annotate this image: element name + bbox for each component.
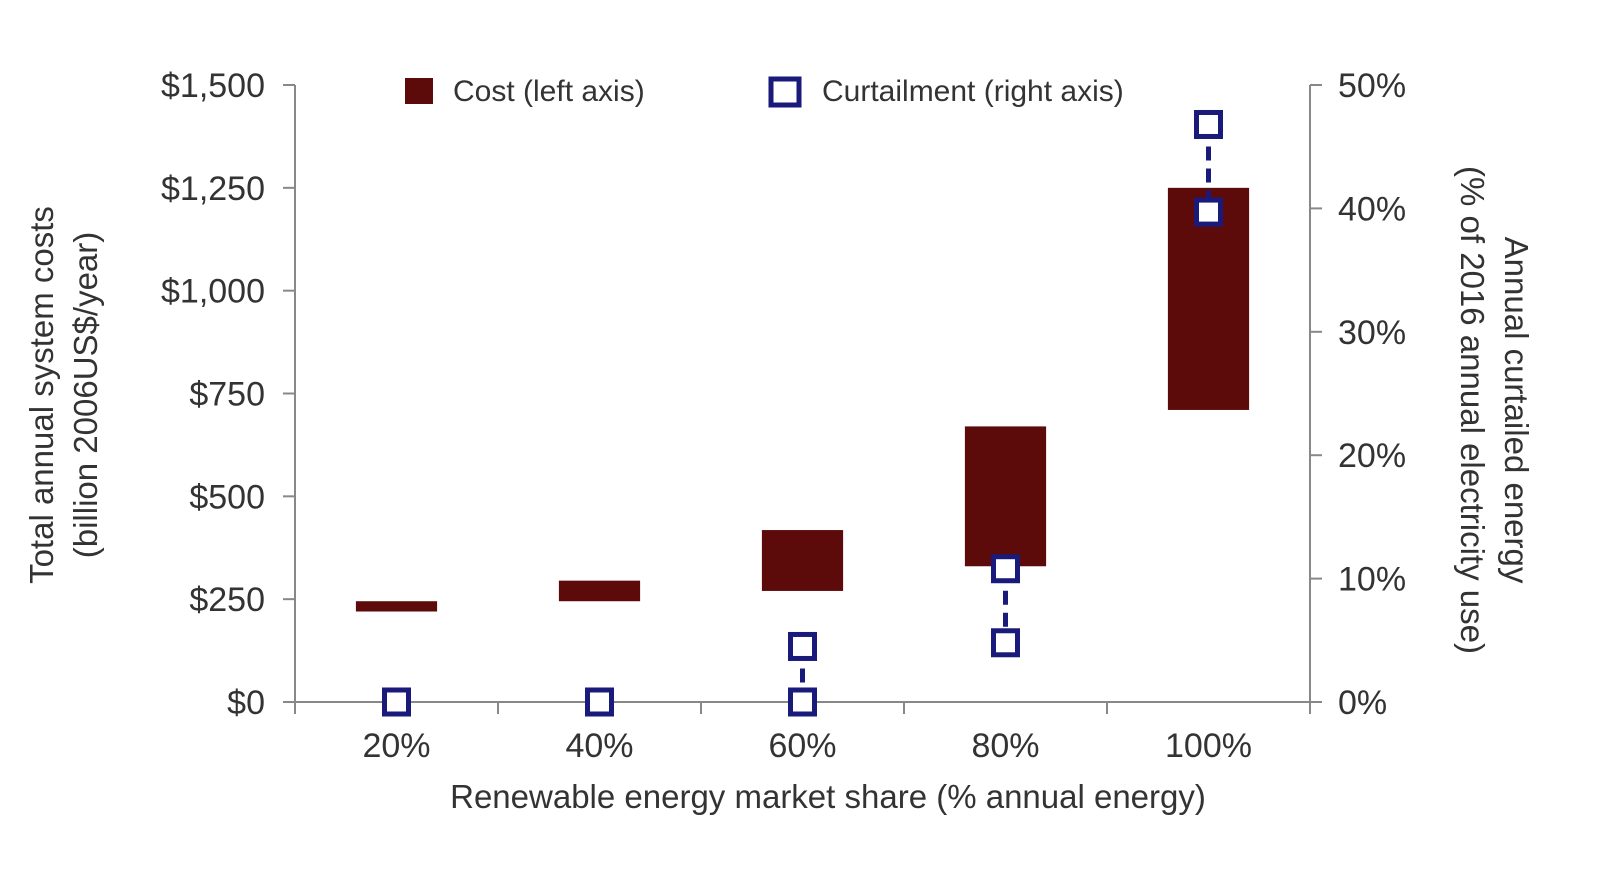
left-axis-title-line1: Total annual system costs <box>23 206 60 584</box>
curtailment-marker-low <box>1194 197 1223 227</box>
left-tick-label: $1,000 <box>161 273 265 311</box>
x-tick-label: 100% <box>1165 727 1252 765</box>
x-axis-title: Renewable energy market share (% annual … <box>450 778 1206 815</box>
curtailment-markers <box>382 109 1223 717</box>
cost-bar <box>355 601 438 612</box>
curtailment-marker-low <box>991 628 1020 658</box>
legend: Cost (left axis) Curtailment (right axis… <box>405 75 1124 108</box>
curtailment-marker-high <box>788 631 817 661</box>
right-tick-label: 40% <box>1338 190 1406 228</box>
curtailment-marker-low <box>788 687 817 717</box>
left-tick-label: $1,250 <box>161 170 265 208</box>
right-tick-label: 50% <box>1338 67 1406 105</box>
right-tick-label: 30% <box>1338 314 1406 352</box>
cost-bar <box>964 426 1047 567</box>
curtailment-marker-high <box>1194 109 1223 139</box>
right-ticks: 0% 10% 20% 30% 40% 50% <box>1310 67 1406 722</box>
left-axis-title-line2: (billion 2006US$/year) <box>67 232 104 559</box>
right-tick-label: 20% <box>1338 437 1406 475</box>
x-tick-label: 40% <box>565 727 633 765</box>
cost-bar <box>761 530 844 591</box>
left-tick-label: $500 <box>189 478 265 516</box>
curtailment-marker-low <box>585 687 614 717</box>
right-axis-title-line1: Annual curtailed energy <box>1498 237 1535 584</box>
right-tick-label: 0% <box>1338 684 1387 722</box>
axes <box>294 85 1311 703</box>
right-axis-title: Annual curtailed energy (% of 2016 annua… <box>1454 166 1535 654</box>
right-axis-title-line2: (% of 2016 annual electricity use) <box>1454 166 1491 654</box>
legend-cost-swatch <box>405 78 433 104</box>
x-tick-label: 60% <box>768 727 836 765</box>
left-tick-label: $750 <box>189 376 265 414</box>
cost-bars <box>355 187 1250 612</box>
left-ticks: $0 $250 $500 $750 $1,000 $1,250 $1,500 <box>161 67 295 722</box>
legend-curtailment-label: Curtailment (right axis) <box>822 75 1124 108</box>
left-tick-label: $250 <box>189 581 265 619</box>
x-tick-label: 80% <box>971 727 1039 765</box>
right-tick-label: 10% <box>1338 561 1406 599</box>
left-axis-title: Total annual system costs (billion 2006U… <box>23 206 104 584</box>
legend-cost-label: Cost (left axis) <box>453 75 645 108</box>
curtailment-marker-high <box>991 554 1020 584</box>
x-tick-label: 20% <box>362 727 430 765</box>
curtailment-marker-low <box>382 687 411 717</box>
x-ticks: 20% 40% 60% 80% 100% <box>294 702 1311 765</box>
left-tick-label: $0 <box>227 684 265 722</box>
cost-bar <box>558 580 641 602</box>
left-tick-label: $1,500 <box>161 67 265 105</box>
legend-curtailment-swatch <box>768 76 802 108</box>
